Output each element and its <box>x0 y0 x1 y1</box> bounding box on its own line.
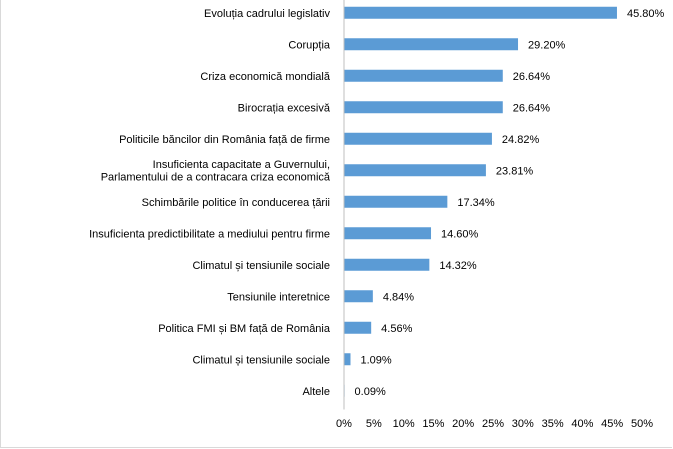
value-label-11: 1.09% <box>360 354 391 366</box>
value-label-10: 4.56% <box>381 323 412 335</box>
category-label-7: Insuficienta predictibilitate a mediului… <box>89 228 330 240</box>
category-label-line: Schimbările politice în conducerea țării <box>142 197 330 209</box>
category-label-line: Tensiunile interetnice <box>227 291 330 303</box>
category-label-6: Schimbările politice în conducerea țării <box>142 197 330 209</box>
value-label-12: 0.09% <box>355 386 386 398</box>
value-label-3: 26.64% <box>513 102 551 114</box>
category-label-12: Altele <box>302 386 330 398</box>
x-tick-label-0: 0% <box>336 418 352 430</box>
category-label-line: Politica FMI și BM față de România <box>158 323 331 335</box>
category-label-line: Insuficienta predictibilitate a mediului… <box>89 228 330 240</box>
x-tick-label-1: 5% <box>366 418 382 430</box>
category-label-11: Climatul și tensiunile sociale <box>192 354 330 366</box>
category-label-line: Altele <box>302 386 330 398</box>
bar-7 <box>344 227 432 240</box>
value-label-1: 29.20% <box>528 39 566 51</box>
category-label-line: Politicile băncilor din România față de … <box>119 134 330 146</box>
value-label-2: 26.64% <box>513 71 551 83</box>
category-label-2: Criza economică mondială <box>200 71 330 83</box>
x-tick-label-7: 35% <box>542 418 564 430</box>
x-tick-label-9: 45% <box>601 418 623 430</box>
x-tick-label-6: 30% <box>512 418 534 430</box>
bars-layer <box>344 6 617 397</box>
bar-3 <box>344 101 503 114</box>
x-tick-label-5: 25% <box>482 418 504 430</box>
bar-10 <box>344 321 372 334</box>
category-label-4: Politicile băncilor din România față de … <box>119 134 330 146</box>
bar-6 <box>344 195 448 208</box>
category-label-line: Climatul și tensiunile sociale <box>192 260 330 272</box>
bar-2 <box>344 69 503 82</box>
category-label-line: Evoluția cadrului legislativ <box>204 8 330 20</box>
x-tick-label-8: 40% <box>571 418 593 430</box>
value-label-8: 14.32% <box>439 260 477 272</box>
category-label-8: Climatul și tensiunile sociale <box>192 260 330 272</box>
category-label-line: Insuficienta capacitate a Guvernului, <box>153 159 330 171</box>
x-tick-label-4: 20% <box>452 418 474 430</box>
category-label-line: Corupția <box>288 39 330 51</box>
value-label-5: 23.81% <box>496 165 534 177</box>
category-label-10: Politica FMI și BM față de România <box>158 323 331 335</box>
value-labels: 45.80% 29.20% 26.64% 26.64% 24.82% 23.81% 17.3… <box>355 8 665 398</box>
category-label-line: Climatul și tensiunile sociale <box>192 354 330 366</box>
x-tick-label-2: 10% <box>393 418 415 430</box>
value-label-4: 24.82% <box>502 134 540 146</box>
bar-0 <box>344 6 617 19</box>
bar-1 <box>344 38 519 51</box>
category-label-line: Parlamentului de a contracara criza econ… <box>101 172 331 184</box>
bar-4 <box>344 132 492 145</box>
category-label-9: Tensiunile interetnice <box>227 291 330 303</box>
x-tick-label-3: 15% <box>422 418 444 430</box>
category-label-1: Corupția <box>288 39 330 51</box>
x-axis-ticks: 0% 5% 10% 15% 20% 25% 30% 35% 40% 45% 50% <box>336 418 653 430</box>
bar-8 <box>344 258 430 271</box>
category-labels: Evoluția cadrului legislativ Corupția Criz… <box>89 8 331 398</box>
category-label-5: Insuficienta capacitate a Guvernului, Par… <box>101 159 331 184</box>
bar-11 <box>344 353 351 366</box>
bar-9 <box>344 290 373 303</box>
value-label-0: 45.80% <box>627 8 665 20</box>
category-label-0: Evoluția cadrului legislativ <box>204 8 330 20</box>
category-label-line: Criza economică mondială <box>200 71 330 83</box>
value-label-7: 14.60% <box>441 228 479 240</box>
x-tick-label-10: 50% <box>631 418 653 430</box>
bar-5 <box>344 164 486 177</box>
category-label-3: Birocrația excesivă <box>238 102 331 114</box>
category-label-line: Birocrația excesivă <box>238 102 331 114</box>
value-label-6: 17.34% <box>457 197 495 209</box>
value-label-9: 4.84% <box>383 291 414 303</box>
